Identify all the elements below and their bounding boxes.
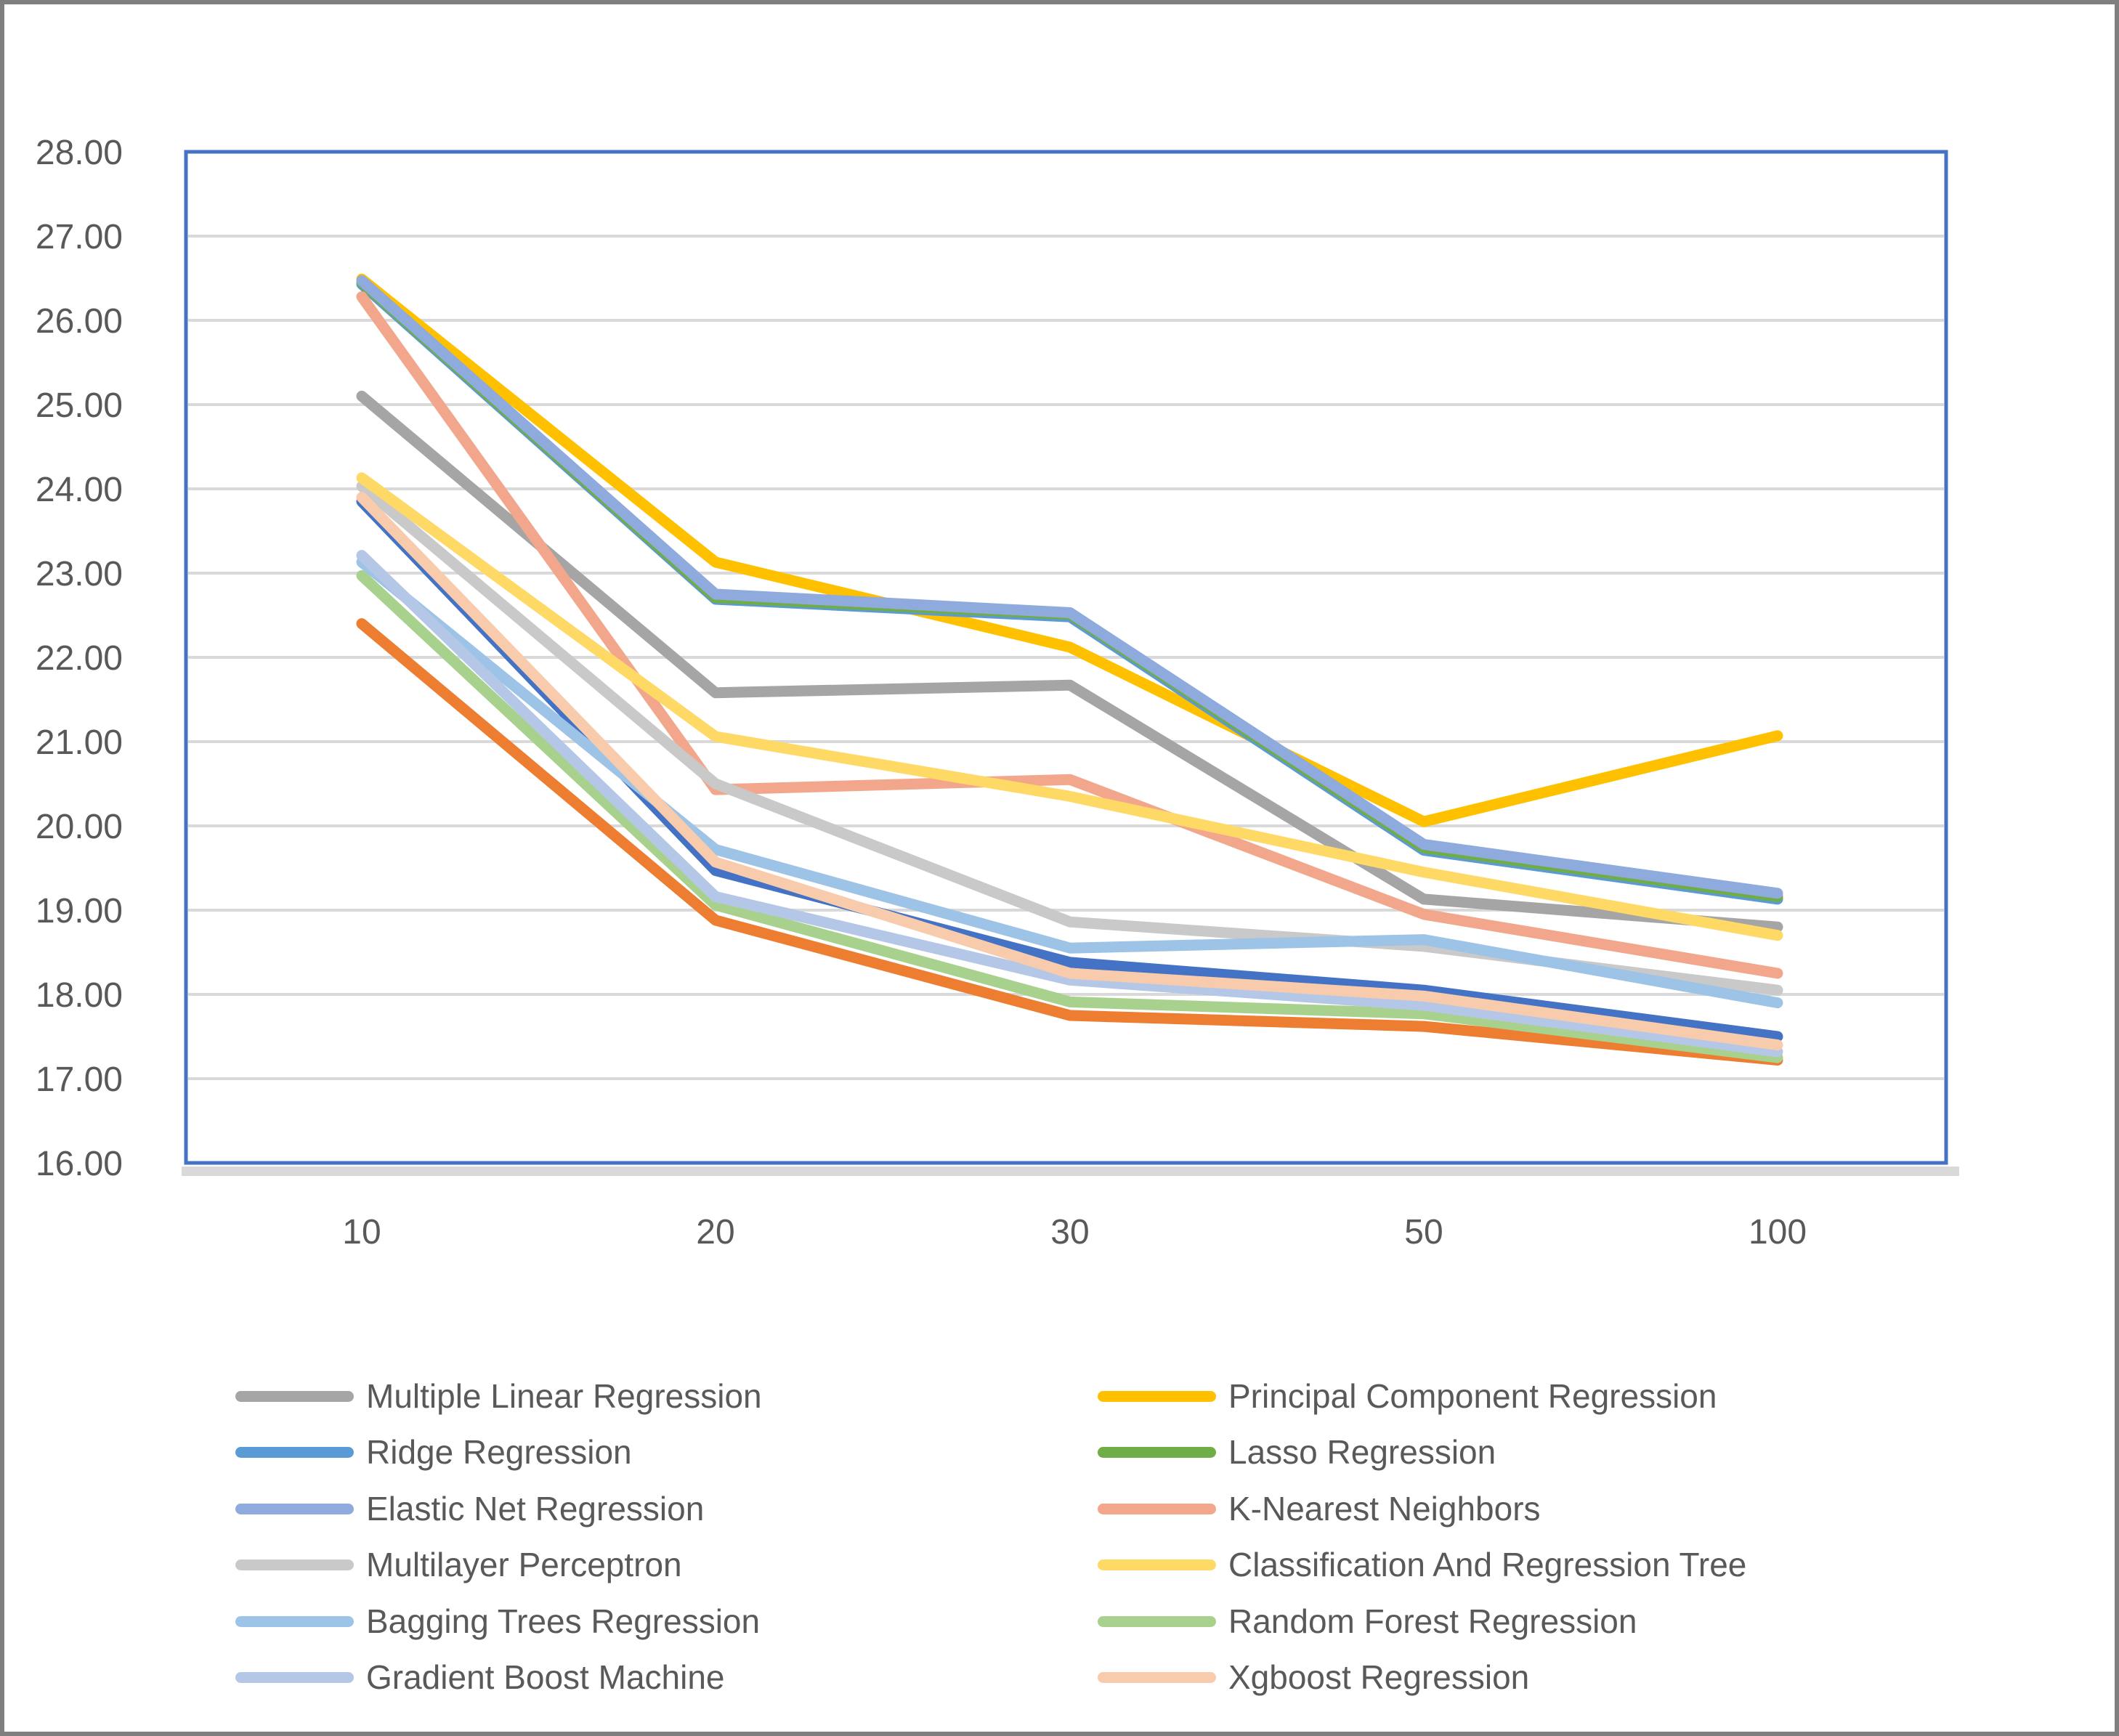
lasso-regression-swatch	[1098, 1446, 1216, 1458]
series-line-principal-component-regression	[356, 273, 1783, 827]
multilayer-perceptron-swatch	[235, 1559, 354, 1570]
gradient-boost-machine-swatch	[235, 1671, 354, 1683]
legend-entry-elastic-net-regression: Elastic Net Regression	[235, 1487, 704, 1530]
legend-entry-ridge-regression: Ridge Regression	[235, 1430, 632, 1474]
legend-entry-multiple-linear-regression: Multiple Linear Regression	[235, 1374, 762, 1418]
legend-label: Lasso Regression	[1228, 1433, 1496, 1471]
legend-label: Elastic Net Regression	[366, 1490, 705, 1528]
legend-entry-bagging-trees-regression: Bagging Trees Regression	[235, 1599, 760, 1643]
legend-label: Ridge Regression	[366, 1433, 632, 1471]
multiple-linear-regression-swatch	[235, 1390, 354, 1402]
y-tick-label: 21.00	[36, 723, 123, 762]
x-tick-label: 10	[342, 1213, 381, 1252]
legend-label: Multilayer Perceptron	[366, 1546, 682, 1583]
legend-label: Gradient Boost Machine	[366, 1658, 725, 1696]
y-tick-label: 18.00	[36, 976, 123, 1015]
legend-label: Random Forest Regression	[1228, 1602, 1637, 1640]
legend-entry-principal-component-regression: Principal Component Regression	[1098, 1374, 1717, 1418]
y-tick-label: 16.00	[36, 1145, 123, 1183]
legend-label: Principal Component Regression	[1228, 1377, 1717, 1415]
legend-entry-random-forest-regression: Random Forest Regression	[1098, 1599, 1637, 1643]
series-line-unlabeled-ed7d31	[356, 618, 1783, 1066]
legend-entry-k-nearest-neighbors: K-Nearest Neighbors	[1098, 1487, 1541, 1530]
ridge-regression-swatch	[235, 1446, 354, 1458]
legend-entry-classification-and-regression-tree: Classification And Regression Tree	[1098, 1543, 1746, 1586]
series-line-classification-and-regression-tree	[356, 472, 1783, 941]
elastic-net-regression-swatch	[235, 1503, 354, 1514]
y-tick-label: 25.00	[36, 386, 123, 425]
classification-and-regression-tree-swatch	[1098, 1559, 1216, 1570]
k-nearest-neighbors-swatch	[1098, 1503, 1216, 1514]
y-tick-label: 24.00	[36, 471, 123, 509]
y-tick-label: 27.00	[36, 218, 123, 256]
x-axis-line	[182, 1167, 1959, 1176]
series-line-multiple-linear-regression	[356, 390, 1783, 933]
y-tick-label: 26.00	[36, 302, 123, 341]
y-tick-label: 23.00	[36, 555, 123, 593]
series-line-bagging-trees-regression	[356, 556, 1783, 1009]
legend-entry-lasso-regression: Lasso Regression	[1098, 1430, 1496, 1474]
x-tick-label: 30	[1050, 1213, 1089, 1252]
x-tick-label: 20	[696, 1213, 734, 1252]
legend-label: Xgboost Regression	[1228, 1658, 1530, 1696]
series-line-gradient-boost-machine	[356, 550, 1783, 1058]
random-forest-regression-swatch	[1098, 1615, 1216, 1627]
line-chart: 28.00 27.00 26.00 25.00 24.00 23.00 22.00 21.00…	[36, 134, 1959, 1252]
series-line-elastic-net-regression	[356, 275, 1783, 899]
y-tick-label: 17.00	[36, 1060, 123, 1099]
x-tick-label: 50	[1404, 1213, 1443, 1252]
bagging-trees-regression-swatch	[235, 1615, 354, 1627]
plot-area-border	[184, 150, 1948, 1165]
legend-entry-gradient-boost-machine: Gradient Boost Machine	[235, 1655, 725, 1699]
y-tick-label: 28.00	[36, 134, 123, 172]
legend-label: K-Nearest Neighbors	[1228, 1490, 1541, 1528]
chart-legend: Multiple Linear Regression Principal Comp…	[4, 4, 2115, 1732]
series-line-random-forest-regression	[356, 570, 1783, 1063]
y-tick-label: 19.00	[36, 892, 123, 930]
legend-entry-xgboost-regression: Xgboost Regression	[1098, 1655, 1529, 1699]
series-line-xgboost-regression	[356, 492, 1783, 1051]
x-tick-label: 100	[1749, 1213, 1807, 1252]
y-tick-label: 20.00	[36, 808, 123, 846]
y-tick-label: 22.00	[36, 639, 123, 678]
legend-label: Classification And Regression Tree	[1228, 1546, 1747, 1583]
legend-label: Multiple Linear Regression	[366, 1377, 762, 1415]
series-line-k-nearest-neighbors	[356, 291, 1783, 979]
principal-component-regression-swatch	[1098, 1390, 1216, 1402]
legend-label: Bagging Trees Regression	[366, 1602, 761, 1640]
xgboost-regression-swatch	[1098, 1671, 1216, 1683]
legend-entry-multilayer-perceptron: Multilayer Perceptron	[235, 1543, 682, 1586]
